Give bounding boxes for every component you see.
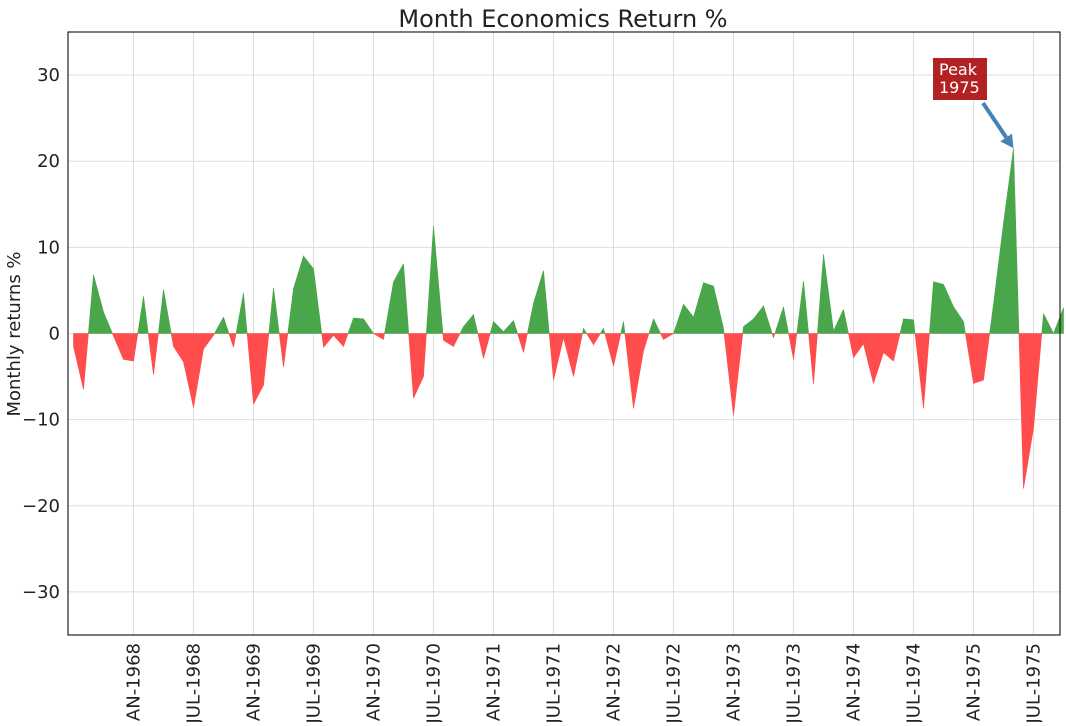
area-layer bbox=[73, 148, 1064, 489]
annotation-arrow-head bbox=[1000, 133, 1014, 149]
x-tick-label-3: JUL-1969 bbox=[304, 643, 325, 722]
annotation-text-line2: 1975 bbox=[939, 78, 980, 97]
y-tick-label-1: −20 bbox=[22, 496, 60, 517]
y-tick-label-2: −10 bbox=[22, 410, 60, 431]
x-tick-label-10: JAN-1973 bbox=[724, 643, 745, 722]
y-tick-label-4: 10 bbox=[37, 237, 60, 258]
x-tick-label-0: JAN-1968 bbox=[124, 643, 145, 722]
x-tick-label-5: JUL-1970 bbox=[424, 643, 445, 722]
y-tick-label-3: 0 bbox=[49, 324, 60, 345]
x-tick-label-12: JAN-1974 bbox=[844, 643, 865, 722]
peak-annotation: Peak 1975 bbox=[933, 58, 1014, 149]
x-tick-label-11: JUL-1973 bbox=[784, 643, 805, 722]
x-tick-labels: JAN-1968 JUL-1968 JAN-1969 JUL-1969 JAN-1970… bbox=[124, 643, 1045, 726]
plot-frame bbox=[67, 31, 1061, 636]
annotation-box bbox=[933, 58, 987, 100]
y-axis-label: Monthly returns % bbox=[4, 251, 25, 416]
x-tick-label-13: JUL-1974 bbox=[904, 643, 925, 722]
chart-title: Month Economics Return % bbox=[398, 5, 727, 33]
annotation-arrow-line bbox=[981, 101, 1008, 139]
positive-returns-area bbox=[88, 148, 1064, 334]
x-tick-label-2: JAN-1969 bbox=[244, 643, 265, 722]
negative-returns-area bbox=[73, 333, 1043, 489]
x-tick-label-9: JUL-1972 bbox=[664, 643, 685, 722]
x-tick-label-4: JAN-1970 bbox=[364, 643, 385, 722]
y-tick-label-0: −30 bbox=[22, 582, 60, 603]
x-tick-label-1: JUL-1968 bbox=[184, 643, 205, 722]
x-tick-label-7: JUL-1971 bbox=[544, 643, 565, 722]
y-tick-label-6: 30 bbox=[37, 65, 60, 86]
x-tick-label-15: JUL-1975 bbox=[1024, 643, 1045, 722]
y-tick-label-5: 20 bbox=[37, 151, 60, 172]
annotation-text-line1: Peak bbox=[939, 60, 978, 79]
x-tick-label-14: JAN-1975 bbox=[964, 643, 985, 722]
y-tick-labels: −30 −20 −10 0 10 20 30 bbox=[22, 65, 60, 603]
x-tick-label-8: JAN-1972 bbox=[604, 643, 625, 722]
x-tick-label-6: JAN-1971 bbox=[484, 643, 505, 722]
